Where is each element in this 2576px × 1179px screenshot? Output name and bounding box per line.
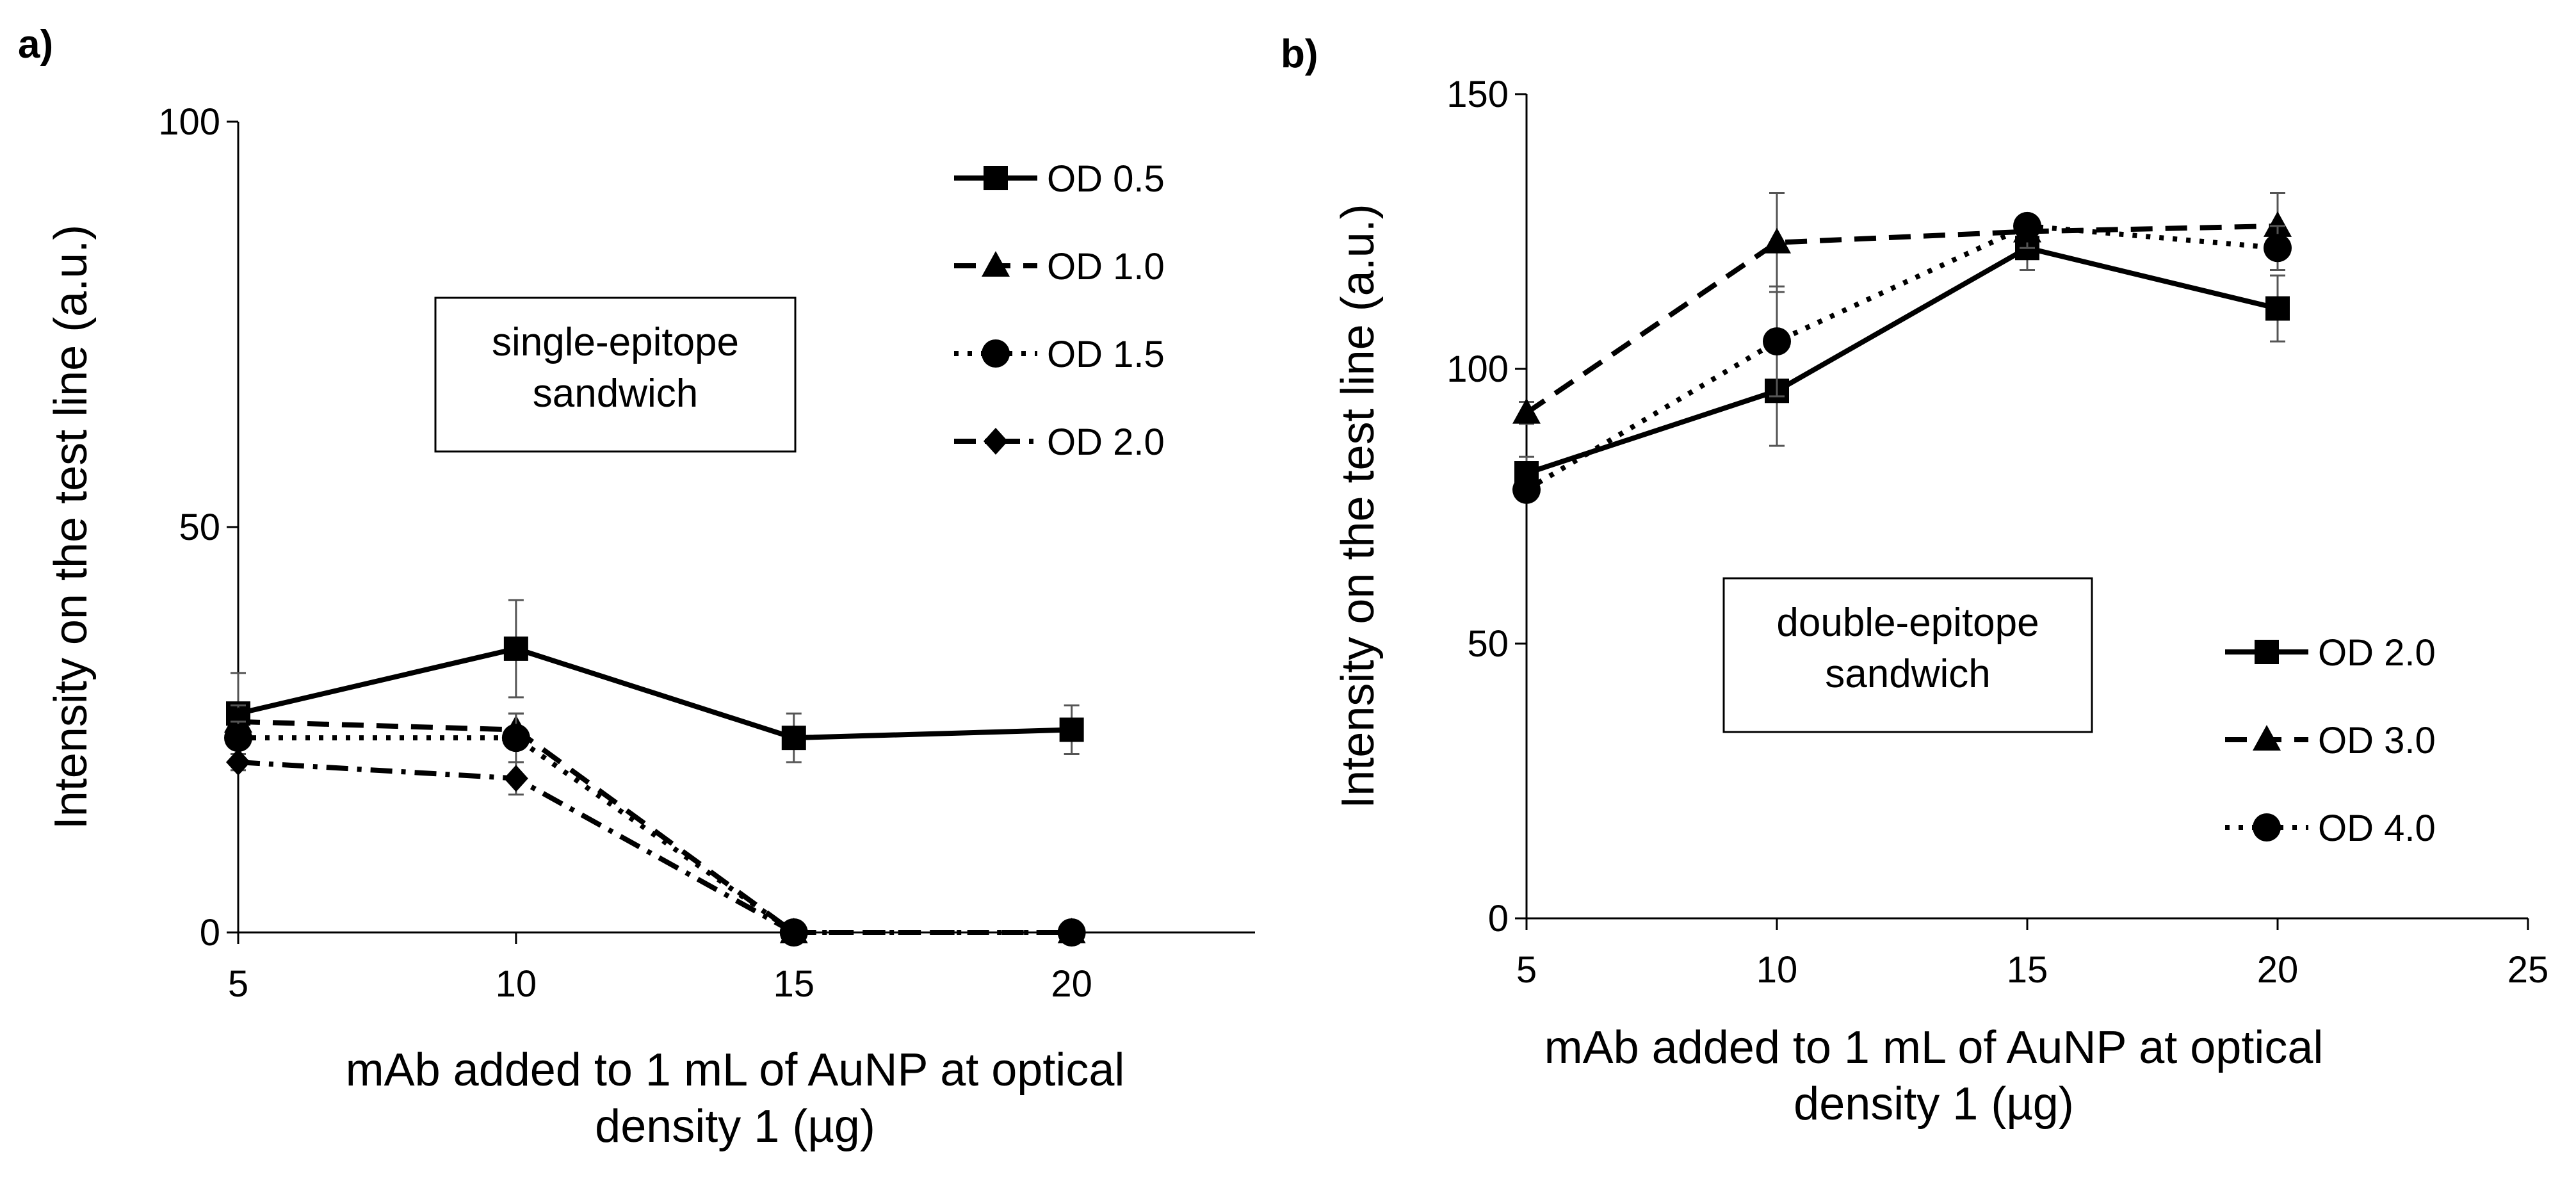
x-axis-title-line: density 1 (µg)	[595, 1101, 875, 1152]
legend-item: OD 0.5	[954, 158, 1165, 200]
series-line	[1525, 223, 2278, 492]
legend-label: OD 2.0	[1047, 421, 1165, 463]
legend-marker	[2253, 813, 2281, 842]
series-od-4-0	[1512, 211, 2292, 504]
x-tick-label: 5	[228, 963, 248, 1005]
data-point	[1512, 475, 1541, 504]
series-line	[1525, 245, 2278, 476]
x-tick-label: 15	[2007, 949, 2048, 991]
x-axis-title-line: density 1 (µg)	[1794, 1078, 2074, 1130]
series-od-3-0	[1512, 191, 2292, 425]
legend-marker	[982, 251, 1010, 277]
series-od-1-5	[224, 712, 1086, 947]
data-point	[226, 749, 250, 776]
data-point	[1512, 398, 1541, 424]
series-line	[1525, 223, 2278, 415]
data-point	[1057, 918, 1086, 947]
annotation-text: sandwich	[533, 371, 698, 416]
series-od-1-0	[224, 704, 1086, 943]
annotation-text: double-epitope	[1776, 601, 2039, 645]
x-axis-title-line: mAb added to 1 mL of AuNP at optical	[346, 1045, 1125, 1096]
data-point	[781, 726, 806, 751]
y-tick-label: 50	[1467, 623, 1509, 665]
legend-label: OD 0.5	[1047, 158, 1165, 200]
legend-item: OD 2.0	[954, 421, 1165, 463]
y-tick-label: 150	[1446, 74, 1509, 115]
legend-marker	[2253, 725, 2281, 751]
data-point	[2264, 211, 2292, 237]
data-point	[503, 765, 528, 792]
data-point	[2013, 211, 2041, 240]
series-line	[238, 719, 1072, 935]
data-point	[1763, 327, 1791, 356]
data-point	[1059, 717, 1084, 742]
series-line	[238, 735, 1072, 935]
legend-item: OD 3.0	[2225, 720, 2436, 761]
x-tick-label: 15	[774, 963, 815, 1005]
data-point	[781, 919, 806, 946]
series-od-0-5	[226, 599, 1084, 763]
series-od-2-0	[1514, 225, 2290, 491]
x-tick-label: 20	[2257, 949, 2299, 991]
data-point	[1763, 227, 1791, 254]
data-point	[501, 724, 530, 752]
y-axis-title: Intensity on the test line (a.u.)	[45, 225, 97, 830]
x-tick-label: 10	[496, 963, 537, 1005]
legend-marker	[982, 339, 1010, 368]
x-tick-label: 20	[1051, 963, 1092, 1005]
series-line	[238, 646, 1072, 741]
panel-a: a) 0 50 100 5 10 15 20 Intensity on the test lin…	[18, 22, 1255, 1152]
panel-b: b) 0 50 100 150 5 10 15 20 25 Intensity on the tes…	[1281, 32, 2548, 1130]
x-axis-title-line: mAb added to 1 mL of AuNP at optical	[1544, 1022, 2324, 1073]
x-tick-label: 10	[1756, 949, 1798, 991]
panel-label: b)	[1281, 32, 1318, 76]
data-point	[2265, 296, 2290, 321]
x-tick-label: 25	[2507, 949, 2549, 991]
data-point	[2264, 234, 2292, 263]
annotation-box	[1722, 577, 2093, 733]
x-tick-label: 5	[1516, 949, 1537, 991]
y-tick-label: 100	[158, 101, 220, 143]
legend-marker	[984, 166, 1008, 190]
legend-item: OD 1.0	[954, 246, 1165, 288]
data-point	[224, 724, 252, 752]
panel-label: a)	[18, 22, 53, 67]
legend-label: OD 3.0	[2318, 720, 2436, 761]
annotation-box	[434, 297, 797, 453]
y-axis-title: Intensity on the test line (a.u.)	[1333, 204, 1384, 809]
y-tick-label: 50	[179, 507, 220, 548]
legend-marker	[984, 428, 1008, 455]
y-tick-label: 0	[1488, 898, 1509, 939]
annotation-text: single-epitope	[492, 320, 739, 364]
legend-label: OD 1.0	[1047, 246, 1165, 288]
legend-label: OD 4.0	[2318, 808, 2436, 849]
legend-item: OD 1.5	[954, 334, 1165, 375]
data-point	[503, 636, 528, 661]
annotation-text: sandwich	[1825, 652, 1990, 696]
y-tick-label: 100	[1446, 348, 1509, 390]
legend-label: OD 1.5	[1047, 334, 1165, 375]
legend-marker	[2255, 640, 2279, 664]
legend-item: OD 2.0	[2225, 632, 2436, 674]
series-od-2-0	[226, 749, 806, 946]
legend-item: OD 4.0	[2225, 808, 2436, 849]
y-tick-label: 0	[200, 912, 220, 954]
legend-label: OD 2.0	[2318, 632, 2436, 674]
